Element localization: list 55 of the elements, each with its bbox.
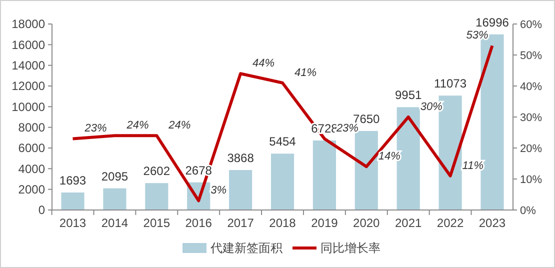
y-tick-label: 18000 — [12, 17, 46, 32]
y-tick-label: 6000 — [18, 141, 46, 156]
y2-tick-label: 50% — [520, 50, 542, 62]
data-label: 5454 — [269, 134, 296, 149]
x-tick-label: 2014 — [101, 216, 128, 230]
y-tick-label: 16000 — [12, 38, 46, 52]
y-tick-label: 0 — [38, 203, 46, 218]
y2-tick-label: 20% — [520, 142, 542, 155]
data-label: 53% — [466, 30, 488, 42]
x-tick-label: 2013 — [59, 216, 86, 230]
y2-tick-label: 30% — [520, 112, 542, 124]
y2-tick-label: 40% — [520, 80, 542, 93]
data-label: 9951 — [394, 88, 422, 102]
y-tick-label: 12000 — [12, 79, 46, 94]
data-label: 30% — [420, 101, 443, 113]
data-label: 24% — [126, 120, 149, 132]
x-tick-label: 2019 — [311, 216, 338, 230]
data-label: 41% — [294, 66, 317, 79]
y2-tick-label: 10% — [520, 174, 542, 186]
data-label: 44% — [252, 58, 275, 70]
bar — [103, 188, 126, 210]
data-label: 11% — [462, 160, 484, 172]
data-label: 1693 — [59, 174, 86, 188]
x-tick-label: 2015 — [143, 216, 170, 230]
y-tick-label: 2000 — [18, 182, 46, 197]
bar — [270, 154, 294, 210]
bar — [354, 130, 378, 210]
data-label: 3% — [210, 184, 227, 197]
x-tick-label: 2016 — [185, 216, 212, 230]
bar — [229, 170, 252, 210]
y2-tick-label: 60% — [520, 18, 542, 31]
y-tick-label: 8000 — [18, 120, 46, 135]
data-label: 2095 — [101, 169, 128, 184]
x-tick-label: 2022 — [436, 216, 464, 230]
x-tick-label: 2017 — [227, 216, 254, 230]
y-tick-label: 4000 — [18, 162, 46, 176]
x-tick-label: 2020 — [353, 216, 380, 230]
data-label: 11073 — [434, 76, 467, 91]
bar — [312, 140, 336, 210]
data-label: 2602 — [143, 164, 170, 178]
x-tick-label: 2023 — [478, 216, 506, 230]
y-tick-label: 10000 — [12, 100, 46, 114]
data-label: 3868 — [227, 151, 254, 166]
legend-label: 代建新签面积 — [210, 241, 282, 256]
bar — [145, 183, 168, 210]
data-label: 23% — [84, 122, 107, 135]
y2-tick-label: 0% — [520, 204, 536, 217]
x-tick-label: 2018 — [269, 216, 296, 230]
data-label: 16996 — [476, 15, 510, 30]
y-tick-label: 14000 — [12, 58, 46, 73]
data-label: 14% — [378, 150, 401, 163]
data-label: 24% — [168, 120, 191, 132]
bar — [61, 192, 84, 210]
x-tick-label: 2021 — [394, 216, 422, 230]
legend-label: 同比增长率 — [320, 241, 380, 256]
